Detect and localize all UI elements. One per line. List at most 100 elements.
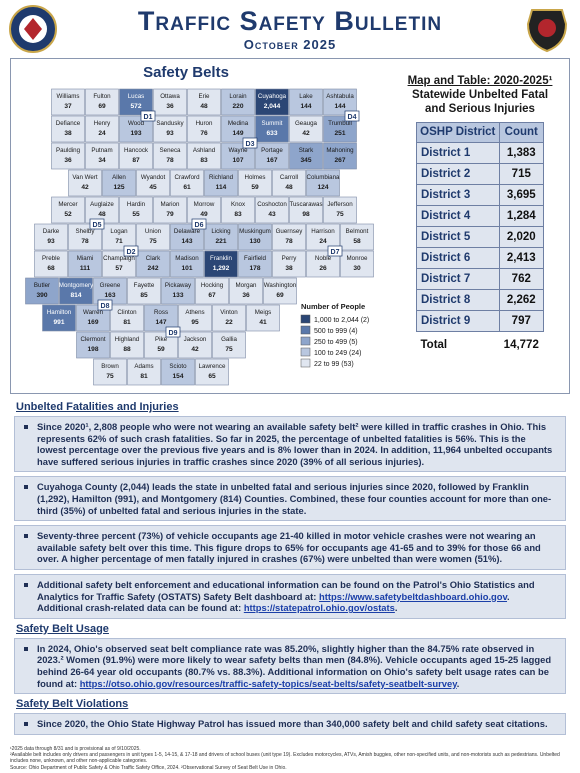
county-name: Lawrence: [199, 363, 226, 370]
link[interactable]: https://otso.ohio.gov/resources/traffic-…: [79, 677, 457, 689]
table-row: District 6 2,413: [416, 247, 545, 269]
county-name: Lorain: [229, 93, 247, 100]
footnote: ¹2025 data through 8/31 and is provision…: [10, 746, 141, 752]
bullet-text: .: [394, 602, 398, 614]
bullet: Since 2020¹, 2,808 people who were not w…: [14, 416, 566, 473]
county: [153, 88, 187, 116]
county-name: Marion: [161, 201, 180, 208]
county-name: Ashland: [193, 147, 216, 154]
county: [221, 88, 255, 116]
county: [110, 331, 144, 359]
county-name: Henry: [94, 120, 111, 127]
legend-label: 100 to 249 (24): [314, 350, 361, 357]
district-cell: District 9: [416, 310, 500, 332]
county-name: Medina: [228, 120, 249, 127]
map-title: Safety Belts: [143, 64, 229, 81]
legend-label: 500 to 999 (4): [314, 328, 358, 335]
county: [195, 358, 229, 386]
county-name: Monroe: [347, 255, 369, 262]
link[interactable]: https://statepatrol.ohio.gov/ostats: [243, 602, 395, 614]
county-count: 133: [172, 292, 183, 299]
district-badge: [191, 218, 207, 230]
county: [323, 196, 357, 224]
county-count: 101: [181, 265, 192, 272]
county-count: 58: [353, 238, 361, 245]
county: [187, 88, 221, 116]
legend-label: 1,000 to 2,044 (2): [314, 317, 369, 324]
county-count: 2,044: [264, 103, 281, 110]
map-panel: [10, 58, 570, 394]
county: [42, 304, 76, 332]
county-count: 34: [98, 157, 106, 164]
county-name: Portage: [261, 147, 283, 154]
county: [289, 88, 323, 116]
county-name: Fayette: [134, 282, 155, 289]
county-name: Lake: [299, 93, 313, 100]
county-count: 93: [47, 238, 55, 245]
county-name: Coshocton: [257, 201, 287, 208]
district-cell: District 1: [416, 142, 500, 164]
table-title: Map and Table: 2020-2025¹: [407, 75, 553, 87]
county: [59, 277, 93, 305]
county-name: Athens: [185, 309, 204, 316]
bullet: Since 2020, the Ohio State Highway Patro…: [14, 713, 566, 735]
county: [34, 223, 68, 251]
county-name: Madison: [175, 255, 199, 262]
bullet: Additional safety belt enforcement and e…: [14, 573, 566, 619]
county: [187, 142, 221, 170]
county-name: Adams: [134, 363, 153, 370]
bullet-text: Additional safety belt enforcement and e…: [37, 578, 535, 602]
district-label: D1: [144, 114, 153, 121]
county: [272, 223, 306, 251]
county: [85, 88, 119, 116]
count-cell: 762: [498, 268, 545, 290]
county: [204, 169, 238, 197]
count-cell: 2,262: [498, 289, 545, 311]
column-header: OSHP District: [416, 122, 500, 143]
county-count: 41: [259, 319, 267, 326]
county-count: 87: [132, 157, 140, 164]
county-count: 178: [249, 265, 260, 272]
county: [51, 88, 85, 116]
county-count: 111: [80, 265, 91, 272]
table-row: District 7 762: [416, 268, 545, 290]
county: [195, 277, 229, 305]
county: [34, 250, 68, 278]
bullet-text: Cuyahoga County (2,044) leads the state …: [37, 481, 552, 516]
section-heading: Unbelted Fatalities and Injuries: [16, 401, 179, 413]
county-name: Defiance: [56, 120, 81, 127]
legend-swatch: [300, 347, 311, 357]
county: [221, 115, 255, 143]
county-name: Washington: [264, 282, 297, 289]
county-name: Sandusky: [156, 120, 184, 127]
county: [127, 358, 161, 386]
footnotes: ¹2025 data through 8/31 and is provision…: [10, 746, 570, 771]
county-count: 78: [166, 157, 174, 164]
county-count: 572: [130, 103, 141, 110]
county-count: 68: [47, 265, 55, 272]
county-name: Hancock: [124, 147, 149, 154]
county-count: 57: [115, 265, 123, 272]
county-count: 154: [172, 373, 183, 380]
county-count: 52: [64, 211, 72, 218]
county-count: 95: [191, 319, 199, 326]
county-name: Scioto: [169, 363, 187, 370]
bullet-text: Since 2020¹, 2,808 people who were not w…: [37, 421, 553, 467]
county-name: Jackson: [184, 336, 207, 343]
county: [187, 115, 221, 143]
county: [255, 88, 289, 116]
link[interactable]: https://www.safetybeltdashboard.ohio.gov: [319, 590, 508, 602]
county-count: 75: [336, 211, 344, 218]
county-count: 36: [242, 292, 250, 299]
footnote: ²Available belt includes only drivers an…: [10, 752, 560, 765]
county: [178, 304, 212, 332]
county: [255, 115, 289, 143]
district-cell: District 7: [416, 268, 500, 290]
county: [119, 142, 153, 170]
table-title: Statewide Unbelted Fatal: [411, 89, 549, 101]
county: [340, 223, 374, 251]
county-name: Cuyahoga: [258, 93, 287, 100]
county: [68, 169, 102, 197]
county-count: 59: [157, 346, 165, 353]
county-name: Allen: [112, 174, 126, 181]
